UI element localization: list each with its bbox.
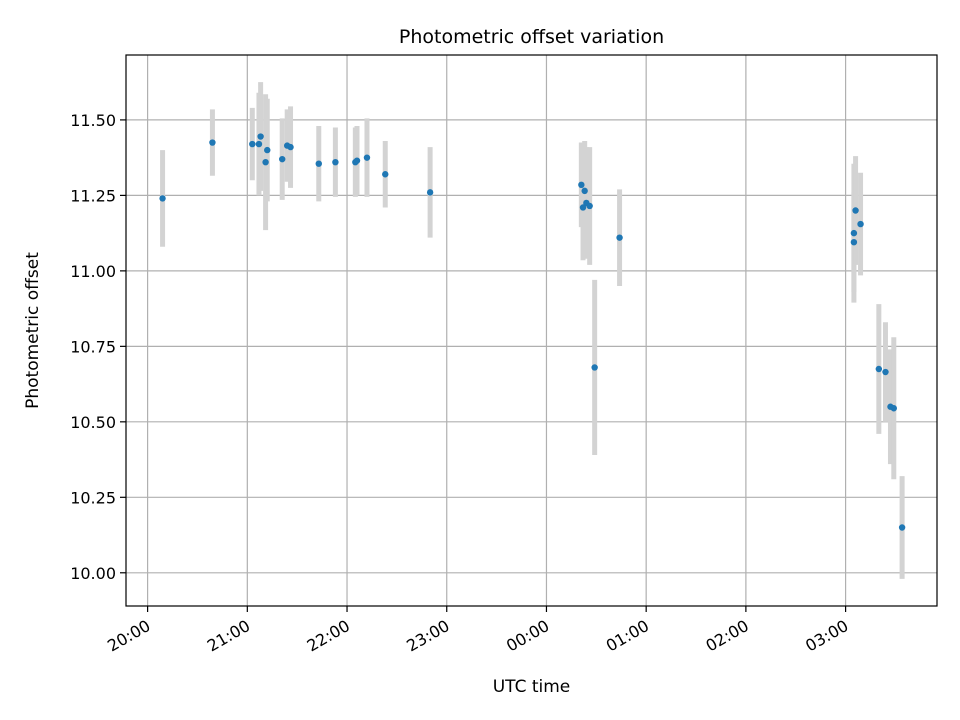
- data-point: [890, 405, 897, 412]
- data-point: [332, 158, 339, 166]
- data-point: [382, 171, 389, 178]
- data-point: [426, 189, 434, 196]
- data-point: [249, 140, 256, 148]
- y-tick-label: 10.50: [70, 413, 116, 432]
- data-point: [898, 524, 906, 531]
- data-point: [850, 238, 858, 246]
- data-point: [353, 157, 361, 164]
- y-axis-label: Photometric offset: [23, 252, 43, 409]
- data-point: [315, 160, 322, 167]
- y-tick-label: 11.50: [70, 111, 116, 130]
- data-point: [262, 158, 269, 166]
- y-tick-label: 10.25: [70, 488, 116, 507]
- data-point: [287, 143, 294, 151]
- x-axis-label: UTC time: [493, 677, 571, 697]
- data-point: [279, 155, 286, 163]
- data-point: [852, 207, 859, 214]
- data-point: [159, 195, 166, 202]
- y-tick-label: 11.25: [70, 186, 116, 205]
- data-point: [209, 139, 216, 146]
- y-tick-label: 11.00: [70, 262, 116, 281]
- data-point: [257, 133, 264, 140]
- data-point: [363, 154, 371, 161]
- data-points: [159, 133, 906, 531]
- data-point: [578, 181, 585, 189]
- data-point: [579, 204, 587, 211]
- data-point: [875, 365, 883, 373]
- data-point: [857, 220, 864, 228]
- data-point: [255, 140, 263, 148]
- data-point: [581, 187, 588, 195]
- data-point: [591, 364, 598, 371]
- data-point: [882, 368, 889, 376]
- data-point: [586, 202, 593, 210]
- data-point: [264, 146, 271, 154]
- y-axis-ticks: 10.00 10.25 10.50 10.75 11.00 11.25 11.50: [70, 111, 126, 583]
- grid-lines: [126, 55, 937, 606]
- data-point: [616, 234, 623, 241]
- y-tick-label: 10.75: [70, 337, 116, 356]
- plot-frame: [125, 54, 938, 607]
- data-point: [850, 229, 858, 237]
- chart-title: Photometric offset variation: [399, 26, 664, 48]
- y-tick-label: 10.00: [70, 564, 116, 583]
